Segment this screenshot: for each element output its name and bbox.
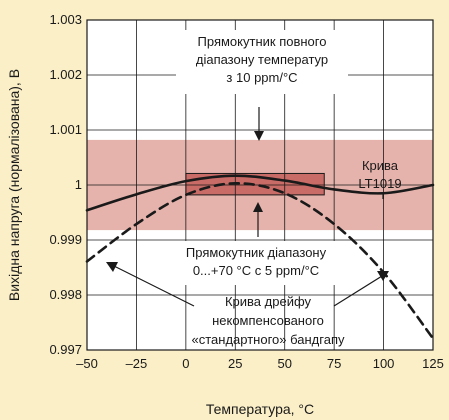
lt1019-curve bbox=[85, 174, 435, 212]
drift-curve-label: «стандартного» бандгапу bbox=[192, 332, 345, 347]
y-tick-label: 1.003 bbox=[49, 12, 82, 27]
arrow-head bbox=[253, 202, 263, 212]
mid-label-bg bbox=[168, 241, 344, 285]
plot-frame bbox=[86, 19, 434, 351]
arrow-head bbox=[254, 131, 264, 141]
x-tick-label: 25 bbox=[228, 356, 242, 371]
y-tick-label: 0.997 bbox=[49, 342, 82, 357]
full-range-band-label: діапазону температур bbox=[196, 52, 328, 67]
x-tick-label: –25 bbox=[126, 356, 148, 371]
narrow-range-band-label: Прямокутник діапазону bbox=[186, 245, 327, 260]
x-tick-label: 50 bbox=[277, 356, 291, 371]
y-tick-label: 1.001 bbox=[49, 122, 82, 137]
lt1019-label: LT1019 bbox=[358, 176, 401, 191]
lt1019-label: Крива bbox=[362, 158, 399, 173]
drift-arrow-right bbox=[333, 275, 383, 307]
x-tick-label: 100 bbox=[373, 356, 395, 371]
y-tick-label: 1.002 bbox=[49, 67, 82, 82]
x-tick-label: –50 bbox=[76, 356, 98, 371]
x-axis-title: Температура, °C bbox=[206, 401, 314, 417]
y-tick-label: 0.998 bbox=[49, 287, 82, 302]
drift-curve-label: Крива дрейфу bbox=[225, 294, 312, 309]
y-axis-title: Вихідна напруга (нормалізована), В bbox=[6, 69, 22, 301]
narrow-range-band-label: 0...+70 °C с 5 ppm/°C bbox=[193, 263, 319, 278]
x-tick-label: 0 bbox=[182, 356, 189, 371]
y-tick-label: 0.999 bbox=[49, 232, 82, 247]
x-tick-label: 125 bbox=[422, 356, 444, 371]
drift-curve-label: некомпенсованого bbox=[212, 313, 324, 328]
y-tick-label: 1 bbox=[75, 177, 82, 192]
arrow-head bbox=[377, 271, 389, 281]
top-label-bg bbox=[176, 30, 348, 94]
arrow-head bbox=[106, 262, 118, 272]
full-range-band-label: Прямокутник повного bbox=[198, 34, 327, 49]
x-tick-label: 75 bbox=[327, 356, 341, 371]
full-range-band-label: з 10 ppm/°C bbox=[226, 70, 297, 85]
drift-arrow-left bbox=[113, 265, 195, 307]
